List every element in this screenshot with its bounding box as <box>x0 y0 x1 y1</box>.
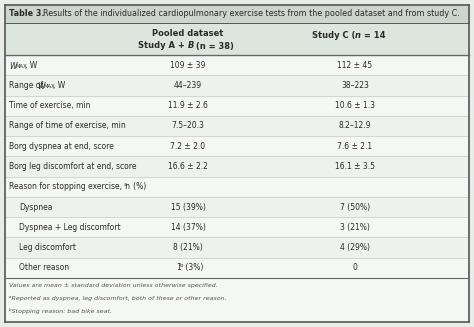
Text: (n = 38): (n = 38) <box>193 42 234 50</box>
Text: Range of: Range of <box>9 81 46 90</box>
Bar <box>5 217 469 237</box>
Text: Borg leg discomfort at end, score: Borg leg discomfort at end, score <box>9 162 137 171</box>
Text: 4 (29%): 4 (29%) <box>340 243 370 252</box>
Text: (3%): (3%) <box>183 263 204 272</box>
Text: Leg discomfort: Leg discomfort <box>19 243 76 252</box>
Text: 112 ± 45: 112 ± 45 <box>337 60 373 70</box>
Text: 16.1 ± 3.5: 16.1 ± 3.5 <box>335 162 375 171</box>
Text: Borg dyspnea at end, score: Borg dyspnea at end, score <box>9 142 114 151</box>
Bar <box>5 258 469 278</box>
Text: 0: 0 <box>353 263 357 272</box>
Text: 3 (21%): 3 (21%) <box>340 223 370 232</box>
Text: Time of exercise, min: Time of exercise, min <box>9 101 91 110</box>
Text: 8.2–12.9: 8.2–12.9 <box>339 121 371 130</box>
Text: MAX: MAX <box>44 84 55 89</box>
Bar <box>5 278 469 322</box>
Text: 10.6 ± 1.3: 10.6 ± 1.3 <box>335 101 375 110</box>
Text: 38–223: 38–223 <box>341 81 369 90</box>
Text: 8 (21%): 8 (21%) <box>173 243 203 252</box>
Bar <box>5 237 469 258</box>
Bar <box>5 197 469 217</box>
Bar <box>5 75 469 95</box>
Text: , W: , W <box>54 81 66 90</box>
Bar <box>5 23 469 55</box>
Text: 109 ± 39: 109 ± 39 <box>170 60 206 70</box>
Bar <box>5 116 469 136</box>
Text: $\mathit{W}$: $\mathit{W}$ <box>37 80 46 91</box>
Text: ᵃReported as dyspnea, leg discomfort, both of these or other reason.: ᵃReported as dyspnea, leg discomfort, bo… <box>9 296 227 301</box>
Text: 1: 1 <box>176 263 181 272</box>
Text: Pooled dataset: Pooled dataset <box>152 29 224 39</box>
Text: Study C (: Study C ( <box>311 31 355 41</box>
Text: Table 3.: Table 3. <box>9 9 45 19</box>
Bar <box>5 95 469 116</box>
Text: a: a <box>124 182 127 187</box>
Text: , W: , W <box>26 60 38 70</box>
Text: 14 (37%): 14 (37%) <box>171 223 205 232</box>
Text: 7.6 ± 2.1: 7.6 ± 2.1 <box>337 142 373 151</box>
Text: 11.9 ± 2.6: 11.9 ± 2.6 <box>168 101 208 110</box>
Text: Range of time of exercise, min: Range of time of exercise, min <box>9 121 126 130</box>
Text: 7.2 ± 2.0: 7.2 ± 2.0 <box>171 142 206 151</box>
Bar <box>5 5 469 23</box>
Text: b: b <box>179 263 182 268</box>
Text: Other reason: Other reason <box>19 263 69 272</box>
Bar <box>5 177 469 197</box>
Text: 7.5–20.3: 7.5–20.3 <box>172 121 204 130</box>
Text: B: B <box>188 42 194 50</box>
Text: Study A +: Study A + <box>138 42 188 50</box>
Text: ᵇStopping reason: bad bike seat.: ᵇStopping reason: bad bike seat. <box>9 308 112 314</box>
Bar <box>5 55 469 75</box>
Text: $\mathit{W}$: $\mathit{W}$ <box>9 60 19 71</box>
Text: 7 (50%): 7 (50%) <box>340 202 370 212</box>
Text: 15 (39%): 15 (39%) <box>171 202 205 212</box>
Text: = 14: = 14 <box>361 31 385 41</box>
Text: MAX: MAX <box>16 64 27 69</box>
Text: Dyspnea + Leg discomfort: Dyspnea + Leg discomfort <box>19 223 120 232</box>
Text: 44–239: 44–239 <box>174 81 202 90</box>
Text: Dyspnea: Dyspnea <box>19 202 53 212</box>
Text: Values are mean ± standard deviation unless otherwise specified.: Values are mean ± standard deviation unl… <box>9 283 218 288</box>
Text: n: n <box>355 31 361 41</box>
Text: Results of the individualized cardiopulmonary exercise tests from the pooled dat: Results of the individualized cardiopulm… <box>38 9 460 19</box>
Bar <box>5 136 469 156</box>
Text: 16.6 ± 2.2: 16.6 ± 2.2 <box>168 162 208 171</box>
Bar <box>5 156 469 177</box>
Text: Reason for stopping exercise,  n  (%): Reason for stopping exercise, n (%) <box>9 182 146 191</box>
